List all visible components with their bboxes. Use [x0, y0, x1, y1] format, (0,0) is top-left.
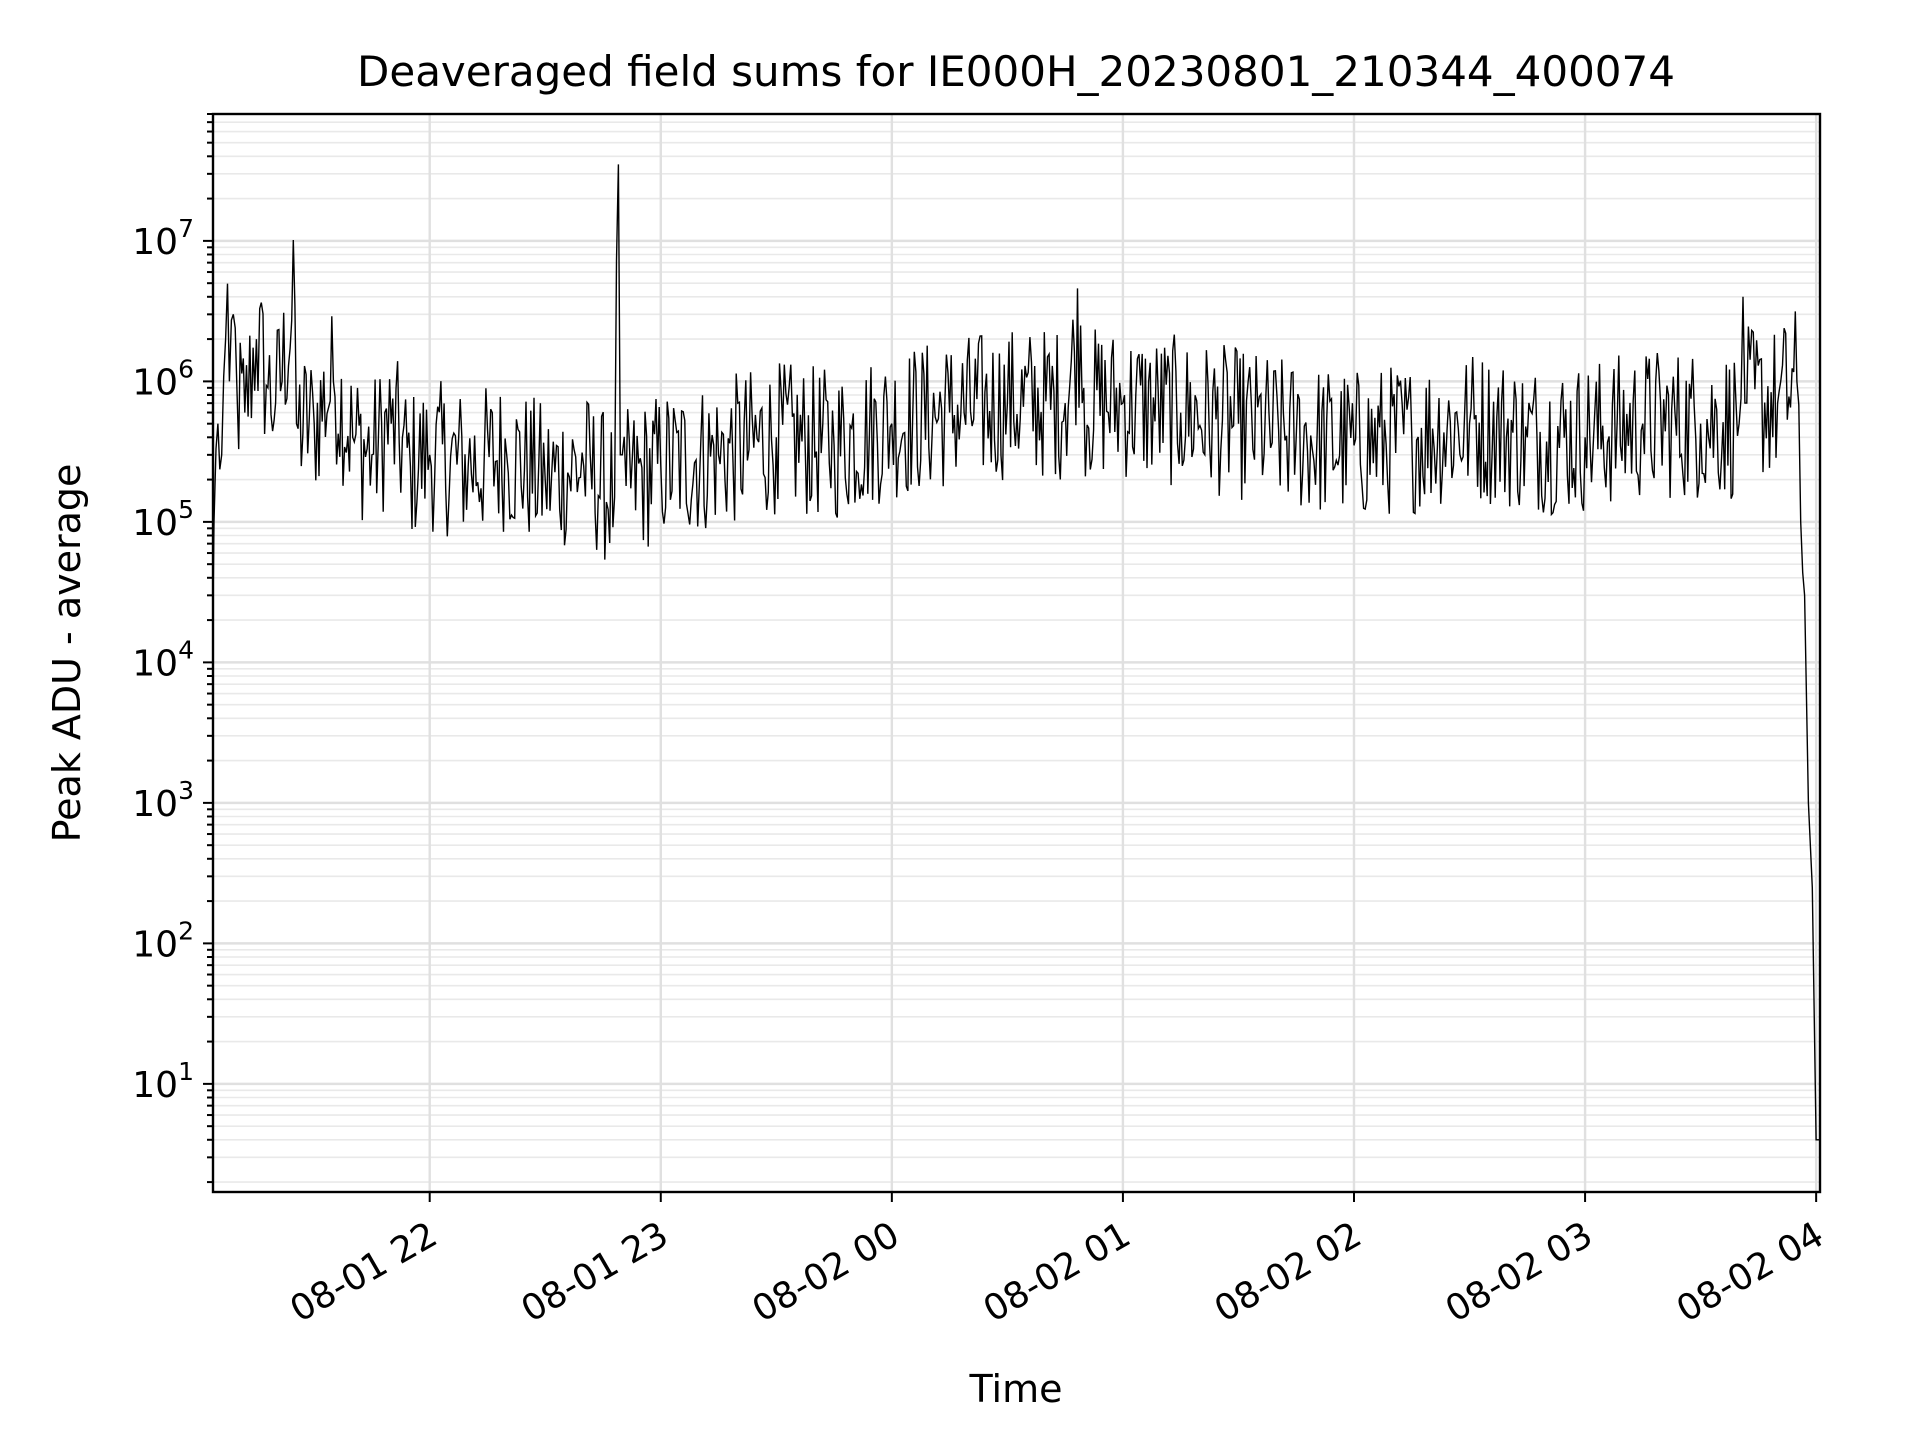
plot-frame	[211, 112, 1822, 1194]
y-tick-label: 102	[132, 916, 194, 965]
series-line	[212, 164, 1820, 1141]
y-tick-label: 107	[132, 214, 194, 263]
x-axis-label: Time	[969, 1367, 1063, 1411]
y-axis-label: Peak ADU - average	[45, 464, 89, 843]
ticks	[203, 113, 1818, 1202]
y-tick-label: 101	[132, 1057, 194, 1106]
chart-title: Deaveraged field sums for IE000H_2023080…	[357, 47, 1675, 96]
grid	[213, 113, 1820, 1192]
y-tick-label: 104	[132, 635, 194, 684]
y-tick-label: 103	[132, 776, 194, 825]
y-tick-label: 105	[132, 495, 194, 544]
y-tick-label: 106	[132, 354, 194, 403]
